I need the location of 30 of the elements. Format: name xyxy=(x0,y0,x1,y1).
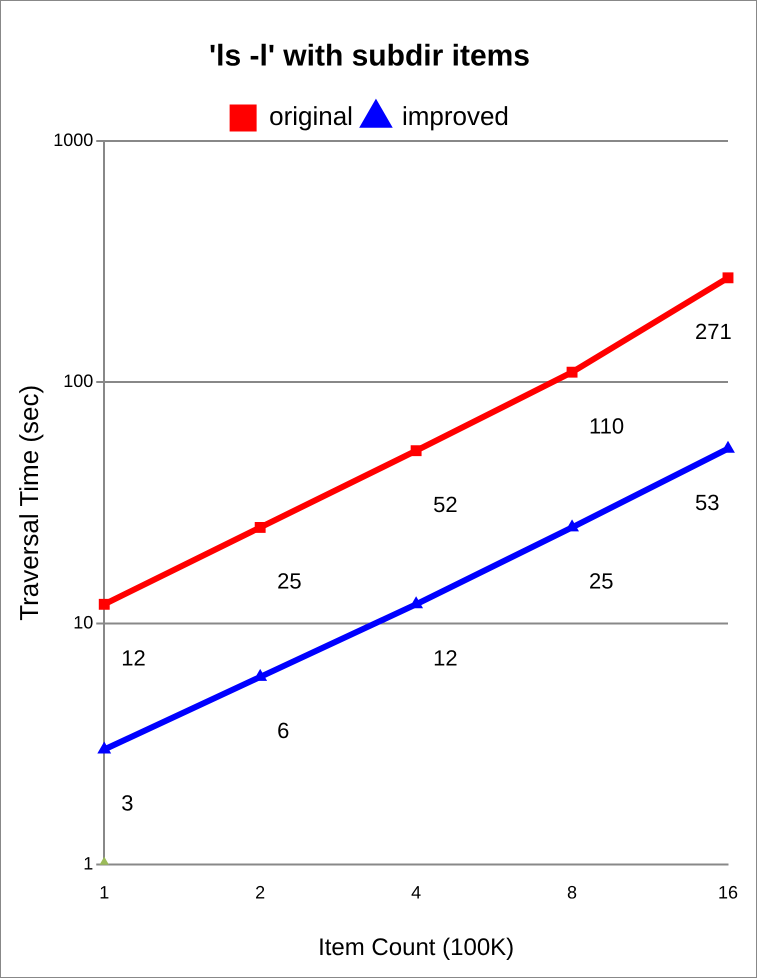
chart-title: 'ls -l' with subdir items xyxy=(209,39,530,72)
point xyxy=(98,598,110,610)
y-tick-label: 1 xyxy=(83,854,94,874)
data-label: 52 xyxy=(433,492,458,517)
data-label: 25 xyxy=(589,568,614,594)
point xyxy=(566,366,578,378)
point xyxy=(722,272,734,284)
x-tick-label: 1 xyxy=(99,882,110,902)
legend-label: original xyxy=(269,101,353,132)
y-tick-label: 100 xyxy=(63,371,94,392)
x-tick-label: 4 xyxy=(411,882,422,902)
data-label: 271 xyxy=(695,318,732,344)
point xyxy=(254,522,266,533)
y-axis-title: Traversal Time (sec) xyxy=(14,384,44,621)
point xyxy=(410,445,422,456)
y-tick-label: 10 xyxy=(73,612,94,632)
x-axis-title: Item Count (100K) xyxy=(318,934,514,962)
y-tick-label: 1000 xyxy=(53,130,94,150)
data-label: 25 xyxy=(277,568,302,594)
data-label: 6 xyxy=(277,718,290,743)
point xyxy=(98,742,111,754)
legend-label: improved xyxy=(402,101,509,132)
data-label: 12 xyxy=(433,645,458,670)
x-tick-label: 2 xyxy=(255,882,266,902)
data-label: 53 xyxy=(695,490,720,515)
data-label: 12 xyxy=(121,645,146,670)
data-label: 3 xyxy=(121,790,134,816)
x-tick-label: 16 xyxy=(718,882,738,902)
data-label: 110 xyxy=(589,413,624,438)
x-tick-label: 8 xyxy=(567,882,578,902)
